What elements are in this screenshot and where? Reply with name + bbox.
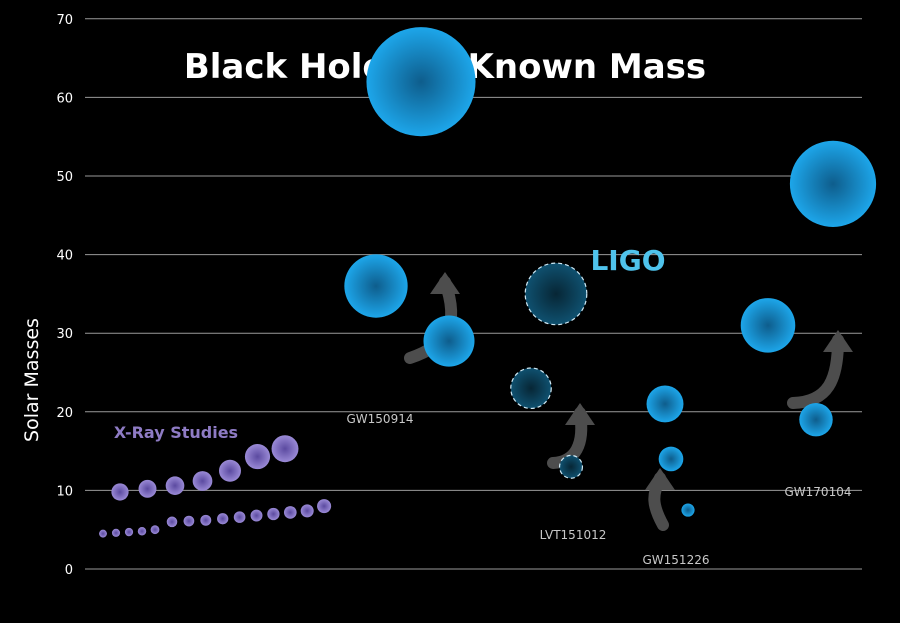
xray-point [271, 435, 299, 463]
xray-series [99, 435, 332, 538]
ligo-annotation: LIGO [590, 244, 665, 277]
xray-point [166, 516, 178, 528]
xray-point [111, 483, 129, 501]
xray-point [99, 529, 107, 538]
y-tick-20: 20 [56, 406, 73, 421]
xray-point [192, 471, 213, 491]
gw150914-primary [344, 254, 408, 318]
gw170104-secondary [799, 402, 833, 437]
lvt151012-final [524, 262, 588, 326]
xray-point [283, 506, 297, 519]
xray-point [219, 459, 241, 482]
xray-annotation: X-Ray Studies [114, 423, 238, 442]
gw170104-final [789, 140, 877, 227]
xray-point [244, 444, 271, 470]
arrowhead-gw150914 [430, 272, 460, 294]
y-tick-labels: 0 10 20 30 40 50 60 70 [56, 13, 73, 578]
gw151226-primary [658, 446, 684, 472]
xray-point [300, 504, 314, 518]
y-tick-70: 70 [56, 13, 73, 28]
merger-arrows [404, 272, 853, 531]
ligo-series: GW150914 LVT151012 GW151226 GW170104 [344, 27, 877, 567]
grid-lines [85, 18, 862, 570]
event-label-gw151226: GW151226 [643, 553, 710, 567]
xray-point [138, 479, 157, 498]
y-tick-50: 50 [56, 170, 73, 185]
gw150914-final [366, 27, 476, 137]
xray-point [233, 511, 246, 523]
xray-point [217, 513, 229, 525]
lvt151012-primary [510, 367, 552, 410]
lvt151012-secondary [558, 454, 584, 479]
gw151226-secondary [681, 503, 695, 517]
event-label-lvt151012: LVT151012 [540, 528, 607, 542]
y-tick-30: 30 [56, 327, 73, 342]
y-tick-60: 60 [56, 91, 73, 106]
y-tick-0: 0 [65, 563, 73, 578]
xray-point [183, 515, 195, 527]
arrowhead-lvt151012 [565, 403, 595, 425]
xray-point [267, 507, 280, 521]
xray-point [137, 527, 147, 536]
arrowhead-gw170104 [823, 330, 853, 352]
event-label-gw150914: GW150914 [347, 412, 414, 426]
y-tick-10: 10 [56, 484, 73, 499]
gw150914-secondary [423, 315, 475, 367]
xray-point [111, 528, 121, 537]
y-axis-label: Solar Masses [21, 318, 43, 442]
event-label-gw170104: GW170104 [785, 485, 852, 499]
gw151226-final [646, 385, 684, 423]
xray-point [150, 525, 160, 535]
gw170104-primary [740, 298, 796, 353]
xray-point [317, 499, 332, 514]
arrowhead-gw151226 [645, 468, 675, 490]
xray-point [250, 509, 263, 522]
xray-point [165, 476, 185, 496]
xray-point [200, 514, 212, 526]
y-tick-40: 40 [56, 249, 73, 264]
xray-point [124, 527, 134, 537]
